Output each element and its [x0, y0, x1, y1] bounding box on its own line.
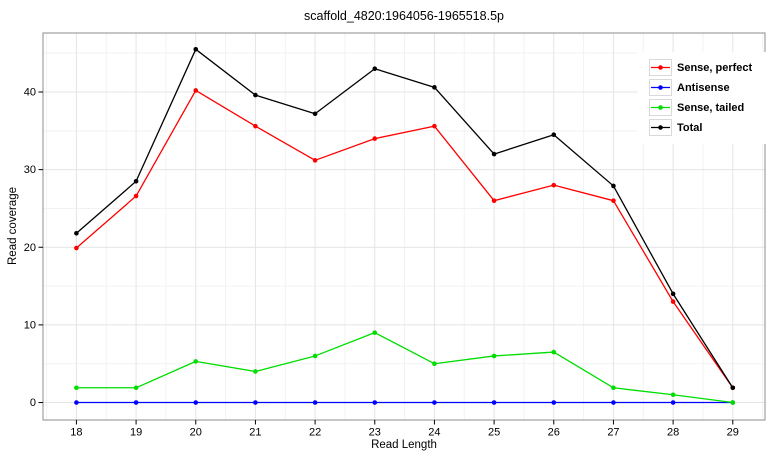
svg-text:23: 23 [369, 427, 381, 439]
legend-item-sense-perfect: Sense, perfect [649, 59, 766, 76]
svg-text:26: 26 [548, 427, 560, 439]
svg-text:25: 25 [488, 427, 500, 439]
legend-label-sense-perfect: Sense, perfect [677, 61, 753, 74]
legend-item-sense-tailed: Sense, tailed [649, 99, 766, 116]
legend-item-antisense: Antisense [649, 79, 766, 96]
svg-text:29: 29 [727, 427, 739, 439]
legend-key-antisense-icon [649, 79, 672, 96]
legend-key-sense-perfect-icon [649, 59, 672, 76]
svg-text:40: 40 [24, 87, 36, 99]
legend: Sense, perfect Antisense Sense, tailed T… [638, 52, 766, 144]
legend-label-total: Total [677, 121, 703, 134]
svg-text:20: 20 [24, 242, 36, 254]
legend-label-antisense: Antisense [677, 81, 730, 94]
chart-title: scaffold_4820:1964056-1965518.5p [304, 9, 504, 23]
svg-text:27: 27 [607, 427, 619, 439]
svg-text:10: 10 [24, 319, 36, 331]
svg-text:22: 22 [309, 427, 321, 439]
legend-key-sense-tailed-icon [649, 99, 672, 116]
svg-text:30: 30 [24, 164, 36, 176]
svg-text:28: 28 [667, 427, 679, 439]
x-axis-label: Read Length [371, 439, 437, 451]
legend-label-sense-tailed: Sense, tailed [677, 101, 745, 114]
svg-text:20: 20 [190, 427, 202, 439]
legend-item-total: Total [649, 119, 766, 136]
svg-text:24: 24 [428, 427, 440, 439]
svg-text:19: 19 [130, 427, 142, 439]
y-axis-label: Read coverage [7, 187, 19, 265]
svg-text:21: 21 [249, 427, 261, 439]
legend-key-total-icon [649, 119, 672, 136]
svg-text:0: 0 [30, 397, 36, 409]
svg-text:18: 18 [70, 427, 82, 439]
